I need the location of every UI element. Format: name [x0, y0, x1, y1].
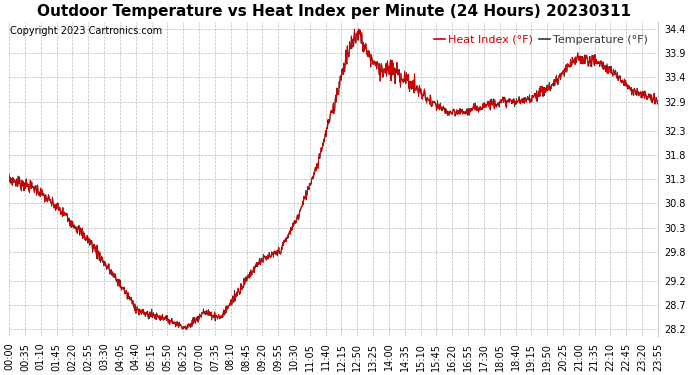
Title: Outdoor Temperature vs Heat Index per Minute (24 Hours) 20230311: Outdoor Temperature vs Heat Index per Mi…: [37, 4, 631, 19]
Legend: Heat Index (°F), Temperature (°F): Heat Index (°F), Temperature (°F): [429, 30, 653, 50]
Text: Copyright 2023 Cartronics.com: Copyright 2023 Cartronics.com: [10, 27, 163, 36]
